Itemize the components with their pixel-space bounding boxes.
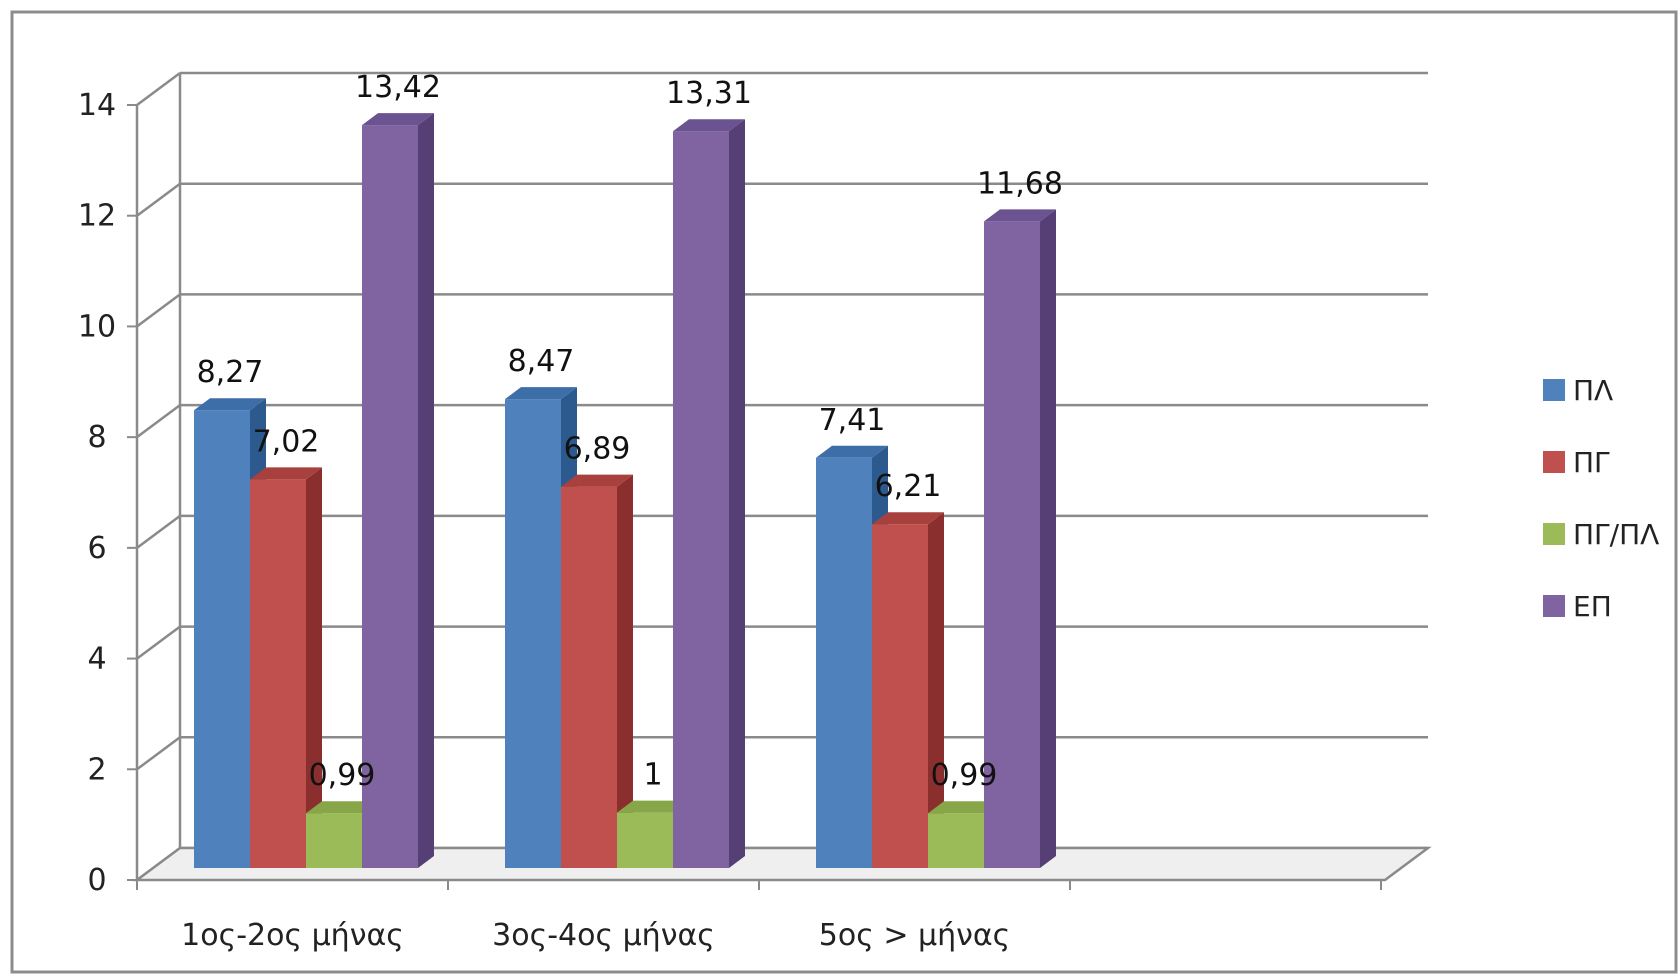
gridline-depth <box>136 293 181 328</box>
legend-swatch <box>1543 595 1565 617</box>
x-category-label: 3ος-4ος μήνας <box>492 918 715 953</box>
bar-side <box>1040 209 1056 868</box>
data-label: 8,47 <box>508 344 575 379</box>
x-category-label: 5ος > μήνας <box>819 918 1011 953</box>
bar-top <box>561 474 633 487</box>
axes: 0 2 4 6 8 10 12 14 1ος-2ος μήνας 3ος-4ος μήνας 5ος… <box>78 73 1382 953</box>
bar-top <box>306 801 378 814</box>
y-tick-label: 0 <box>87 863 106 898</box>
y-tick-label: 4 <box>87 642 106 677</box>
gridline-depth <box>136 736 181 771</box>
floor <box>133 846 1432 882</box>
bar-side <box>928 512 944 868</box>
bars <box>194 113 1056 869</box>
bar-top <box>250 467 322 480</box>
data-label: 6,89 <box>564 432 631 467</box>
legend-label: ΠΓ <box>1573 446 1610 479</box>
data-label: 0,99 <box>309 758 376 793</box>
bar-top <box>505 387 577 400</box>
bar-top <box>872 512 944 525</box>
y-tick-label: 12 <box>78 199 116 234</box>
bar-top <box>194 398 266 411</box>
bar <box>250 479 306 868</box>
gridline-depth <box>136 625 181 660</box>
bar <box>194 410 250 868</box>
gridline-depth <box>136 404 181 439</box>
legend-label: ΠΛ <box>1573 374 1613 407</box>
gridline-depth <box>136 182 181 217</box>
gridline-depth <box>136 514 181 549</box>
legend: ΠΛ ΠΓ ΠΓ/ΠΛ ΕΠ <box>1543 374 1659 623</box>
bar <box>816 457 872 868</box>
data-label: 13,42 <box>355 70 441 105</box>
bar <box>505 399 561 868</box>
data-label: 7,02 <box>253 424 320 459</box>
y-tick-label: 10 <box>78 309 116 344</box>
bar-top <box>928 801 1000 814</box>
data-label: 13,31 <box>666 76 752 111</box>
y-tick-label: 2 <box>87 752 106 787</box>
bar <box>617 812 673 868</box>
data-label: 0,99 <box>931 758 998 793</box>
legend-swatch <box>1543 523 1565 545</box>
bar <box>561 486 617 868</box>
data-label: 8,27 <box>197 355 264 390</box>
bar <box>362 125 418 869</box>
x-category-label: 1ος-2ος μήνας <box>181 918 404 953</box>
data-label: 6,21 <box>875 469 942 504</box>
legend-swatch <box>1543 379 1565 401</box>
bar-side <box>418 113 434 869</box>
bar <box>872 524 928 868</box>
bar-top <box>816 445 888 458</box>
bar-side <box>306 467 322 868</box>
bar <box>673 131 729 869</box>
bar-side <box>617 474 633 868</box>
bar <box>928 813 984 868</box>
bar <box>984 221 1040 868</box>
y-tick-label: 14 <box>78 88 116 123</box>
bar-side <box>729 119 745 869</box>
bar-top <box>673 119 745 132</box>
bar-top <box>984 209 1056 222</box>
y-tick-label: 8 <box>87 420 106 455</box>
bar-top <box>362 113 434 126</box>
data-label: 11,68 <box>977 166 1063 201</box>
y-tick-label: 6 <box>87 531 106 566</box>
legend-label: ΠΓ/ΠΛ <box>1573 518 1659 551</box>
legend-swatch <box>1543 451 1565 473</box>
data-label: 7,41 <box>819 403 886 438</box>
data-label: 1 <box>643 758 662 793</box>
bar-top <box>617 800 689 813</box>
legend-label: ΕΠ <box>1573 590 1612 623</box>
data-labels: 8,27 7,02 0,99 13,42 8,47 6,89 1 13,31 7,41 6,21 0… <box>197 70 1063 793</box>
gridline-depth <box>136 71 181 107</box>
bar <box>306 813 362 868</box>
